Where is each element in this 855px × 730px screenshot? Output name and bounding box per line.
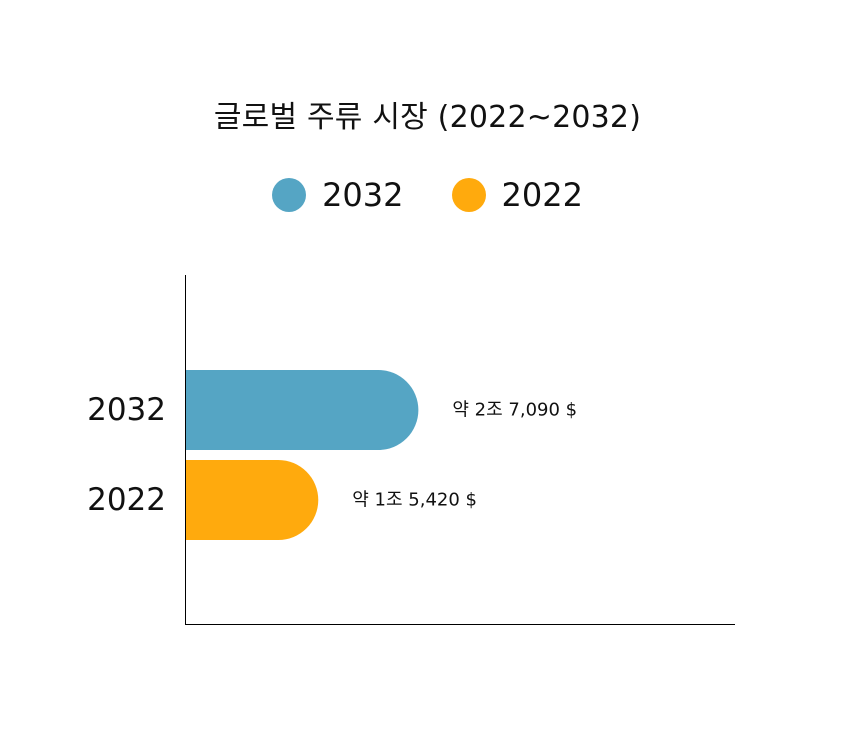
chart-legend: 2032 2022	[0, 176, 855, 214]
bar-2022	[186, 460, 319, 540]
legend-item-2032: 2032	[272, 176, 404, 214]
legend-swatch-2022	[451, 178, 486, 212]
value-label-2032: 약 2조 7,090 $	[452, 400, 577, 421]
value-label-2022: 약 1조 5,420 $	[352, 490, 477, 511]
legend-label-2022: 2022	[501, 176, 583, 214]
chart-title: 글로벌 주류 시장 (2022~2032)	[213, 100, 642, 135]
category-label-2022: 2022	[87, 482, 166, 518]
legend-swatch-2032	[272, 178, 307, 212]
bars-layer: 2032 약 2조 7,090 $ 2022 약 1조 5,420 $	[87, 370, 577, 540]
legend-label-2032: 2032	[322, 176, 404, 214]
bar-2032	[186, 370, 419, 450]
category-label-2032: 2032	[87, 392, 166, 428]
legend-item-2022: 2022	[451, 176, 583, 214]
